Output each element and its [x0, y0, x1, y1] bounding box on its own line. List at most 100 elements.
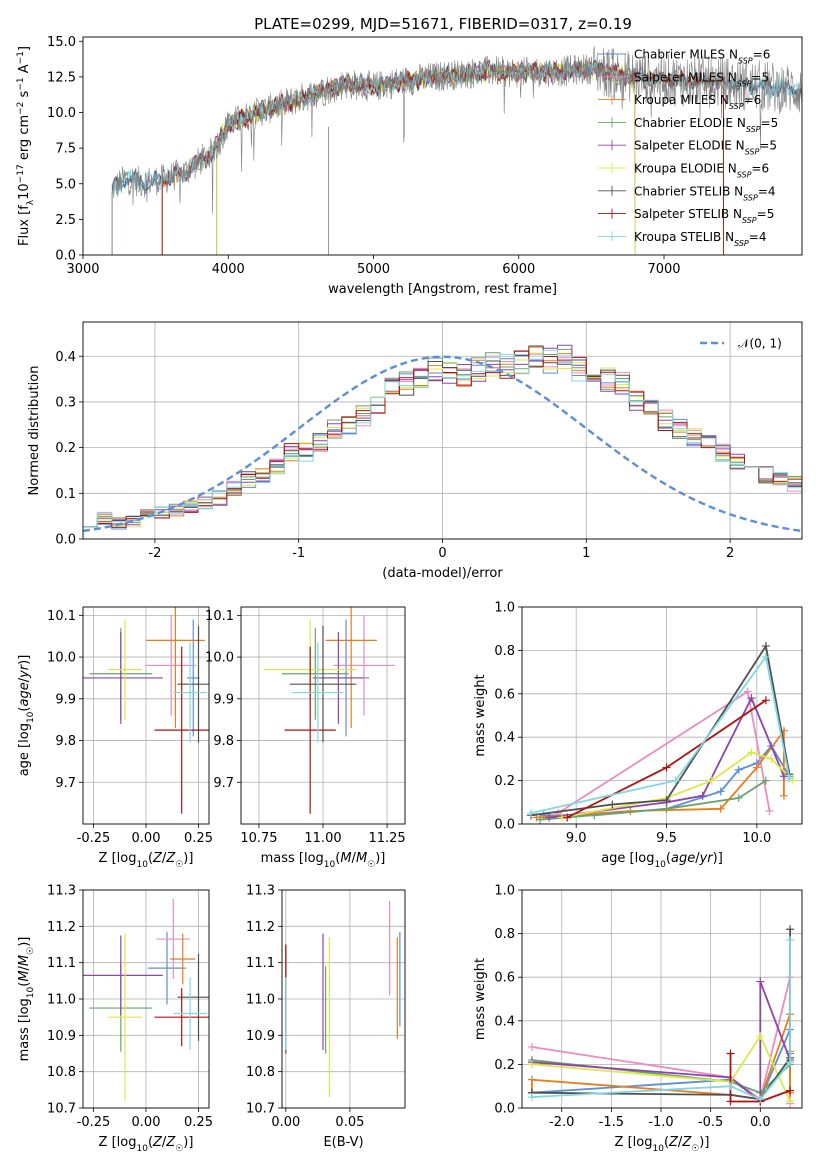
label-part: Z — [681, 1135, 692, 1150]
x-tick-label: -0.25 — [77, 831, 111, 846]
label-part: ☉ — [26, 947, 36, 955]
label-part: age — [671, 851, 695, 866]
label-part: −1 — [16, 51, 26, 64]
legend-eq: =6 — [753, 48, 771, 62]
legend-n: N — [733, 207, 742, 221]
errorbar-salpeter-miles — [156, 899, 191, 980]
legend-name: Chabrier ELODIE — [634, 116, 737, 130]
errorbar-kroupa-stelib — [292, 642, 344, 743]
weight-marker-chabrier-miles — [716, 787, 725, 796]
weight-marker-chabrier-stelib — [786, 925, 795, 934]
legend-n: N — [729, 48, 738, 62]
label-part: M — [17, 955, 32, 966]
y-tick-label: 11.0 — [47, 993, 76, 1008]
weight-line-salpeter-stelib — [729, 1053, 791, 1103]
y-tick-label: 9.9 — [213, 692, 234, 707]
legend-name: Chabrier MILES — [634, 48, 729, 62]
legend-label: Chabrier ELODIE NSSP=5 — [634, 116, 778, 133]
y-tick-label: 10.0 — [205, 651, 234, 666]
y-axis-label: mass [log10(M/M☉)] — [17, 937, 36, 1062]
weight-marker-salpeter-elodie — [698, 791, 707, 800]
label-part: age [log — [17, 723, 32, 776]
errorbar-salpeter-elodie — [83, 935, 163, 1016]
y-tick-label: 10.8 — [246, 1065, 275, 1080]
weight-marker-kroupa-elodie — [767, 754, 776, 763]
x-tick-label: 0.0 — [750, 1115, 771, 1130]
y-tick-label: 10.1 — [205, 609, 234, 624]
axes-frame — [82, 321, 803, 540]
weight-marker-chabrier-stelib — [761, 642, 770, 651]
y-tick-label: 10.9 — [246, 1029, 275, 1044]
label-part: / — [17, 677, 32, 682]
weight-marker-kroupa-stelib — [756, 1095, 765, 1104]
errorbar-kroupa-miles — [170, 933, 196, 985]
plot-area — [522, 607, 802, 824]
legend-eq: =4 — [749, 230, 767, 244]
label-part: 10 — [17, 183, 32, 200]
weight-marker-kroupa-stelib — [761, 652, 770, 661]
weight-marker-chabrier-elodie — [734, 793, 743, 802]
errorbar-chabrier-stelib — [177, 625, 209, 743]
label-part: yr — [699, 851, 715, 866]
weight-marker-salpeter-stelib — [726, 1097, 735, 1106]
errorbar-kroupa-elodie — [108, 933, 142, 1101]
label-part: 10 — [324, 860, 336, 870]
y-tick-label: 11.3 — [47, 884, 76, 899]
legend-eq: =5 — [751, 70, 769, 84]
weight-marker-kroupa-stelib — [671, 776, 680, 785]
label-part: ( — [148, 851, 153, 866]
legend-sub: SSP — [737, 79, 752, 88]
label-part: 10 — [654, 860, 666, 870]
weight-marker-kroupa-miles — [779, 791, 788, 800]
y-tick-label: 11.2 — [246, 920, 275, 935]
label-part: 10 — [26, 711, 36, 723]
label-part: λ — [26, 199, 36, 205]
observed-spectrum-line — [111, 46, 802, 255]
x-tick-label: 0.00 — [132, 831, 161, 846]
label-part: 10 — [136, 1144, 148, 1154]
y-tick-label: 11.1 — [246, 956, 275, 971]
weight-marker-salpeter-miles — [765, 806, 774, 815]
axes-frame — [82, 36, 803, 256]
label-part: M — [17, 970, 32, 981]
y-tick-label: 0.1 — [55, 487, 76, 502]
label-part: −2 — [16, 102, 26, 115]
x-tick-label: 7000 — [647, 262, 680, 277]
axes-frame — [82, 606, 210, 825]
legend-name: Kroupa STELIB — [634, 230, 725, 244]
x-tick-label: 10.75 — [240, 831, 277, 846]
legend-label: 𝒩(0, 1) — [738, 337, 782, 351]
weight-marker-kroupa-elodie — [707, 776, 716, 785]
x-tick-label: 4000 — [212, 262, 245, 277]
legend-label: Salpeter ELODIE NSSP=5 — [634, 139, 777, 157]
errorbar-salpeter-elodie — [312, 632, 364, 724]
errorbar-salpeter-stelib — [154, 988, 209, 1047]
legend-eq: =6 — [744, 93, 762, 107]
x-axis-label: wavelength [Angstrom, rest frame] — [328, 282, 557, 297]
x-tick-label: -1.0 — [648, 1115, 673, 1130]
label-part: )] — [183, 851, 193, 866]
errorbar-chabrier-elodie — [282, 627, 349, 720]
label-part: ( — [335, 851, 340, 866]
label-part: s — [17, 90, 32, 101]
legend-n: N — [736, 139, 745, 153]
y-tick-label: 9.9 — [55, 692, 76, 707]
y-tick-label: 15.0 — [47, 35, 76, 50]
label-part: )] — [183, 1135, 193, 1150]
label-part: / — [17, 965, 32, 970]
x-tick-label: 0 — [438, 546, 446, 561]
legend-name: Chabrier STELIB — [634, 184, 734, 198]
y-tick-label: 10.0 — [47, 651, 76, 666]
legend-sub: SSP — [738, 56, 753, 65]
y-tick-label: 0.3 — [55, 395, 76, 410]
weight-marker-salpeter-stelib — [786, 1086, 795, 1095]
y-tick-label: 9.8 — [55, 734, 76, 749]
x-tick-label: 11.00 — [304, 831, 341, 846]
x-tick-label: -1.5 — [599, 1115, 624, 1130]
legend-label: Kroupa MILES NSSP=6 — [634, 93, 761, 111]
label-part: 10 — [136, 860, 148, 870]
weight-marker-salpeter-elodie — [756, 977, 765, 986]
legend-sub: SSP — [745, 147, 760, 156]
label-part: ( — [148, 1135, 153, 1150]
